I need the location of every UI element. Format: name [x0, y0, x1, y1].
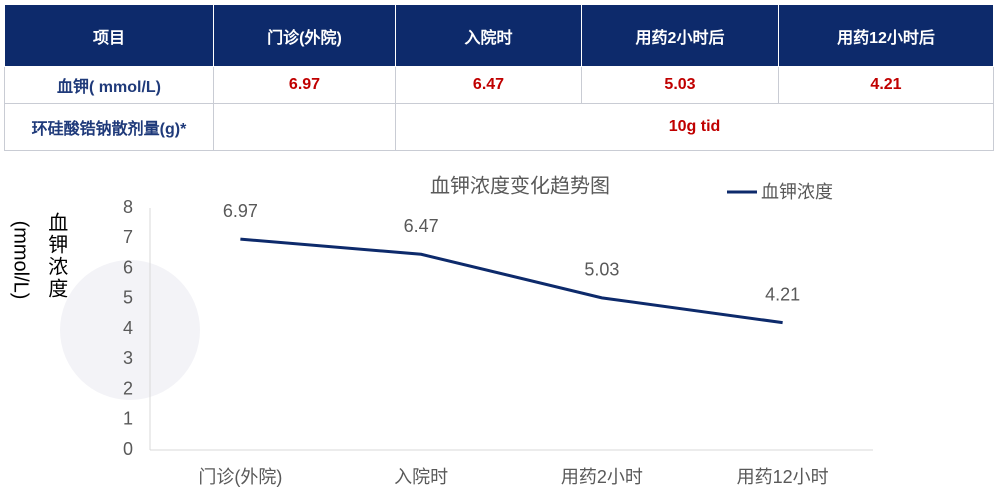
cell: 10g tid — [395, 103, 994, 151]
decoration — [60, 260, 200, 400]
y-tick-label: 0 — [123, 439, 133, 459]
y-tick-label: 7 — [123, 227, 133, 247]
legend-label: 血钾浓度 — [761, 182, 833, 202]
cell — [213, 103, 396, 151]
y-tick-label: 2 — [123, 378, 133, 398]
y-tick-label: 6 — [123, 257, 133, 277]
header-cell: 用药12小时后 — [778, 4, 994, 67]
cell: 6.97 — [213, 66, 396, 104]
y-tick-label: 1 — [123, 409, 133, 429]
line — [240, 237, 783, 325]
data-table: 项目 门诊(外院) 入院时 用药2小时后 用药12小时后 血钾( mmol/L)… — [4, 4, 994, 151]
header-cell: 门诊(外院) — [213, 4, 396, 67]
data-label: 5.03 — [584, 260, 619, 280]
data-label: 4.21 — [765, 284, 800, 304]
cell: 4.21 — [778, 66, 994, 104]
row-label: 血钾( mmol/L) — [4, 66, 214, 104]
chart: 血钾浓度变化趋势图 血钾浓度 (mmol/L) 0 1 2 3 4 5 6 7 8 门诊(外院) 入… — [10, 174, 873, 487]
cell: 5.03 — [581, 66, 779, 104]
y-tick-label: 3 — [123, 348, 133, 368]
row-label: 环硅酸锆钠散剂量(g)* — [4, 103, 214, 151]
x-tick-label: 用药2小时 — [561, 467, 643, 487]
header-row: 项目 门诊(外院) 入院时 用药2小时后 用药12小时后 — [4, 4, 994, 67]
y-axis-unit: (mmol/L) — [10, 221, 32, 300]
chart-title: 血钾浓度变化趋势图 — [430, 174, 610, 197]
y-tick-label: 5 — [123, 288, 133, 308]
cell: 6.47 — [395, 66, 582, 104]
header-cell: 入院时 — [395, 4, 582, 67]
potassium-row: 血钾( mmol/L) 6.97 6.47 5.03 4.21 — [4, 66, 994, 104]
x-tick-label: 用药12小时 — [737, 467, 829, 487]
y-tick-label: 8 — [123, 197, 133, 217]
data-label: 6.47 — [404, 216, 439, 236]
data-label: 6.97 — [223, 201, 258, 221]
y-axis-label: 血钾浓度 — [45, 212, 68, 300]
header-cell: 用药2小时后 — [581, 4, 779, 67]
y-tick-label: 4 — [123, 318, 133, 338]
x-tick-label: 门诊(外院) — [198, 467, 282, 487]
header-cell: 项目 — [4, 4, 214, 67]
x-tick-label: 入院时 — [394, 467, 448, 487]
dose-row: 环硅酸锆钠散剂量(g)* 10g tid — [4, 103, 994, 151]
